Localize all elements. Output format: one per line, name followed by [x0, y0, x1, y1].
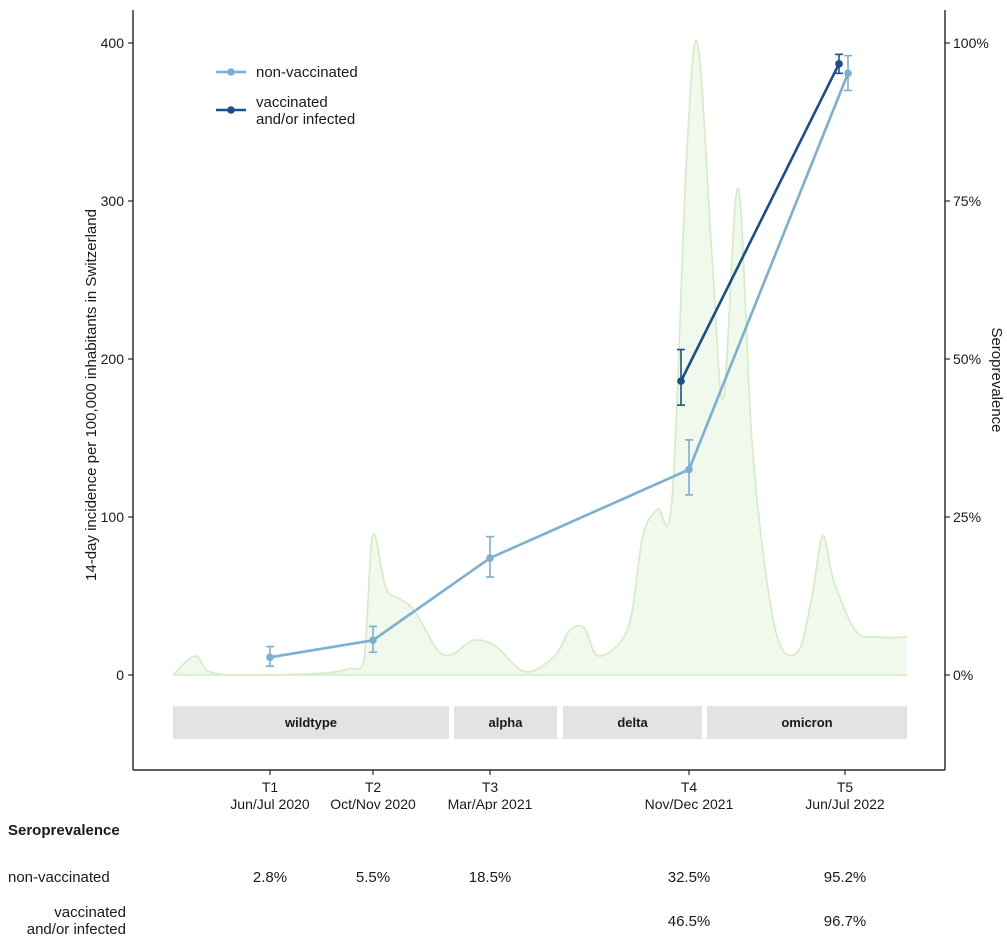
data-point	[266, 653, 274, 662]
incidence-line	[172, 40, 908, 676]
incidence-area	[173, 40, 907, 676]
table-cell: 18.5%	[468, 869, 512, 886]
y-right-tick-label: 0%	[953, 667, 973, 683]
table-cell: 96.7%	[823, 913, 867, 930]
variant-label-wildtype: wildtype	[284, 715, 337, 730]
legend-label: vaccinated	[256, 94, 328, 111]
table-cell: 32.5%	[667, 869, 711, 886]
y-left-tick-label: 300	[101, 193, 125, 209]
data-point	[685, 465, 693, 474]
variant-band-wildtype	[173, 706, 449, 739]
incidence-curve-layer	[172, 40, 908, 676]
x-tick-label: T4	[681, 779, 698, 795]
x-tick-period: Mar/Apr 2021	[448, 796, 533, 810]
series-layer	[266, 53, 852, 667]
table-cell: 95.2%	[823, 869, 867, 886]
variant-label-omicron: omicron	[781, 715, 832, 730]
y-right-tick-label: 25%	[953, 509, 981, 525]
x-tick-label: T3	[482, 779, 499, 795]
x-tick-period: Jun/Jul 2022	[805, 796, 885, 810]
table-row-label-line: vaccinated	[54, 904, 126, 921]
y-right-tick-label: 50%	[953, 351, 981, 367]
y-right-tick-label: 100%	[953, 35, 989, 51]
y-left-tick-label: 100	[101, 509, 125, 525]
legend: non-vaccinated vaccinated and/or infected	[216, 64, 358, 128]
x-tick-period: Jun/Jul 2020	[230, 796, 310, 810]
variant-band-omicron	[707, 706, 907, 739]
x-tick-period: Oct/Nov 2020	[330, 796, 416, 810]
variant-band-alpha	[454, 706, 557, 739]
data-point	[835, 60, 843, 68]
table-row-label-line: and/or infected	[26, 921, 126, 938]
variant-label-delta: delta	[617, 715, 648, 730]
seroprevalence-table-title: Seroprevalence	[8, 822, 120, 839]
variant-bands: wildtype alpha delta omicron	[173, 706, 907, 739]
table-cell: 46.5%	[667, 913, 711, 930]
data-point	[369, 636, 377, 645]
y-axis-left-title: 14-day incidence per 100,000 inhabitants…	[83, 209, 100, 581]
table-row-label: vaccinated and/or infected	[8, 904, 126, 938]
variant-label-alpha: alpha	[489, 715, 524, 730]
table-cell: 2.8%	[252, 869, 288, 886]
table-cell: 5.5%	[355, 869, 391, 886]
y-left-tick-label: 200	[101, 351, 125, 367]
y-axis-right-title: Seroprevalence	[988, 327, 1005, 432]
y-left-tick-label: 0	[116, 667, 124, 683]
legend-label: non-vaccinated	[256, 64, 358, 81]
legend-swatch-point	[227, 68, 235, 76]
legend-swatch-point	[227, 106, 235, 114]
legend-label: and/or infected	[256, 111, 355, 128]
x-tick-label: T1	[262, 779, 279, 795]
variant-band-delta	[563, 706, 702, 739]
data-point	[486, 554, 494, 562]
x-tick-label: T2	[365, 779, 382, 795]
y-left-tick-label: 400	[101, 35, 125, 51]
data-point	[844, 69, 852, 78]
x-tick-period: Nov/Dec 2021	[645, 796, 734, 810]
chart: wildtype alpha delta omicron 0 100 200 300 400 0…	[83, 10, 1005, 810]
data-point	[677, 377, 685, 385]
series-line-1	[679, 63, 841, 382]
x-tick-label: T5	[837, 779, 854, 795]
y-right-tick-label: 75%	[953, 193, 981, 209]
table-row-label: non-vaccinated	[8, 869, 110, 886]
